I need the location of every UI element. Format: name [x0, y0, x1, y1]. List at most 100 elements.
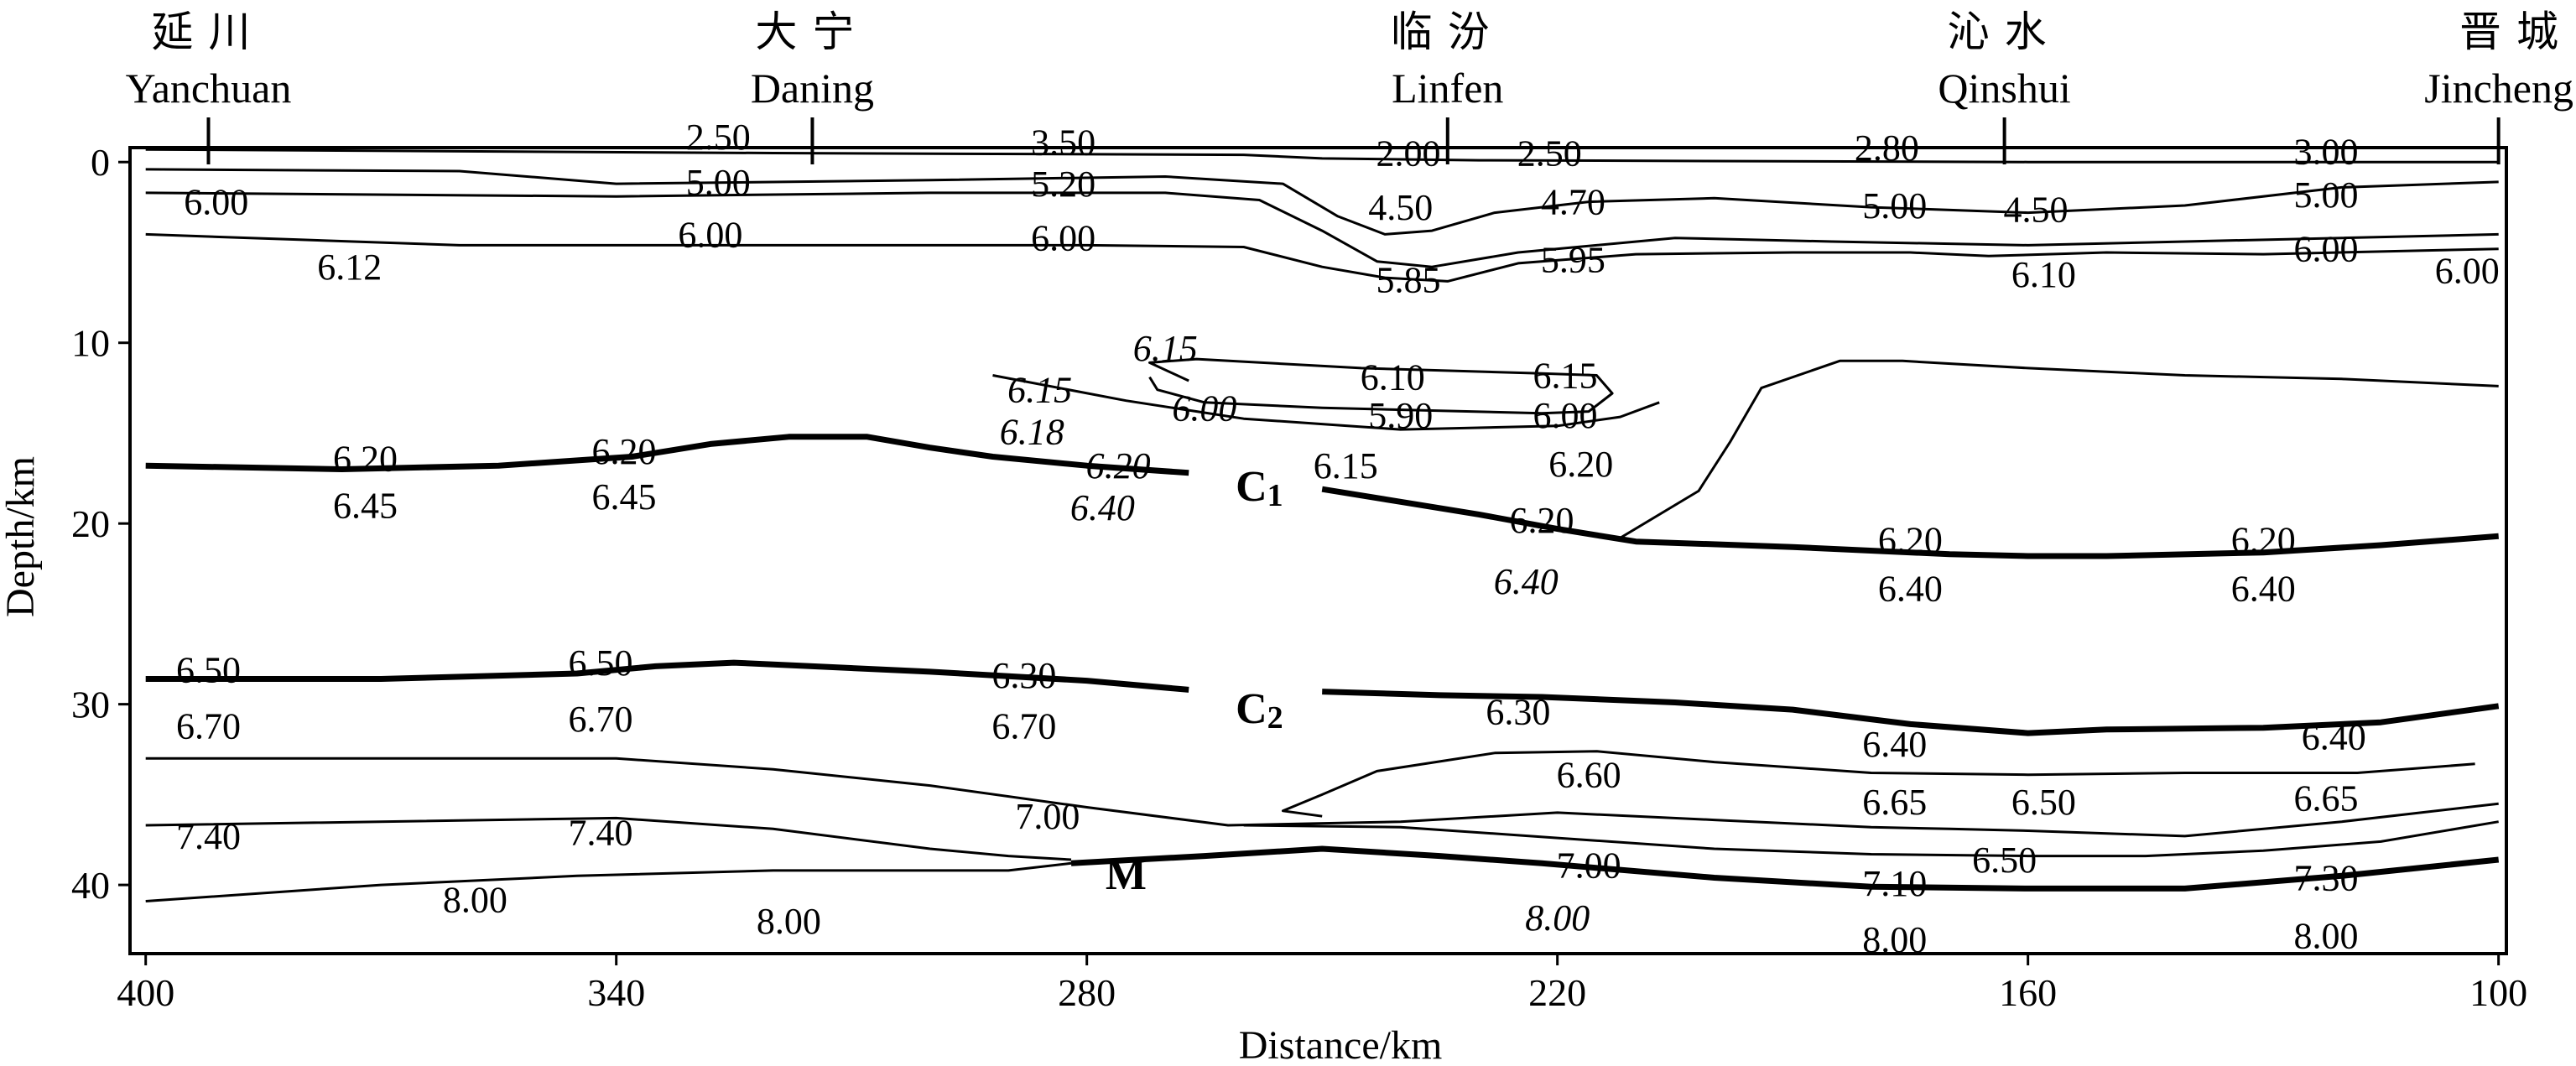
- velocity-label-64: 7.30: [2294, 858, 2359, 899]
- velocity-label-27: 6.00: [1172, 387, 1236, 429]
- contour-line-5: [1148, 357, 1614, 415]
- velocity-label-68: 8.00: [1862, 919, 1927, 960]
- velocity-label-15: 6.00: [678, 214, 742, 255]
- interface-label-c2: C2: [1236, 685, 1283, 736]
- y-tick-label-30: 30: [71, 684, 110, 726]
- velocity-label-61: 6.50: [1972, 840, 2037, 881]
- velocity-label-19: 5.95: [1541, 240, 1605, 281]
- velocity-label-29: 6.00: [1533, 395, 1598, 436]
- y-tick-label-40: 40: [71, 864, 110, 907]
- x-tick-label-160: 160: [1999, 971, 2057, 1014]
- y-tick-label-20: 20: [71, 502, 110, 545]
- velocity-label-33: 6.20: [333, 439, 398, 480]
- contour-line-11: [1322, 689, 2500, 736]
- velocity-label-24: 6.15: [1007, 370, 1072, 411]
- velocity-labels: 2.50 3.50 2.00 2.50 2.80 3.005.00 5.206.00 4.50…: [176, 117, 2500, 960]
- y-tick-label-10: 10: [71, 322, 110, 365]
- station-name-cn-jincheng: 晋城: [2459, 8, 2573, 55]
- velocity-label-5: 2.80: [1855, 127, 1919, 169]
- velocity-label-34: 6.20: [592, 431, 657, 472]
- velocity-label-17: 6.12: [317, 247, 382, 288]
- velocity-label-53: 6.40: [2302, 716, 2366, 757]
- velocity-label-54: 6.60: [1557, 755, 1621, 796]
- interface-label-m: M: [1106, 851, 1147, 899]
- velocity-label-59: 7.40: [176, 816, 241, 857]
- velocity-label-45: 6.50: [176, 650, 241, 691]
- velocity-label-46: 6.50: [569, 642, 633, 684]
- contour-line-17: [1243, 820, 2499, 858]
- station-name-cn-yanchuan: 延川: [151, 8, 265, 55]
- x-tick-label-100: 100: [2469, 971, 2527, 1014]
- velocity-label-50: 6.70: [991, 706, 1056, 747]
- velocity-label-35: 6.45: [333, 486, 398, 527]
- velocity-label-38: 6.40: [1070, 487, 1135, 528]
- velocity-label-47: 6.30: [991, 655, 1056, 696]
- velocity-label-6: 3.00: [2294, 131, 2359, 172]
- velocity-label-13: 4.50: [2004, 189, 2069, 230]
- velocity-label-39: 6.20: [1510, 500, 1574, 541]
- plot-frame: [128, 146, 2508, 955]
- contour-line-14: [145, 861, 1072, 902]
- contour-line-1: [145, 148, 2499, 164]
- velocity-label-41: 6.20: [1878, 520, 1943, 561]
- velocity-label-28: 5.90: [1368, 395, 1433, 436]
- velocity-label-44: 6.40: [2231, 569, 2296, 610]
- velocity-label-52: 6.40: [1862, 724, 1927, 765]
- interface-labels: C1 C2 M: [1106, 463, 1283, 899]
- velocity-label-69: 8.00: [2294, 916, 2359, 957]
- velocity-label-42: 6.40: [1878, 569, 1943, 610]
- velocity-label-3: 2.00: [1376, 133, 1441, 174]
- velocity-label-60: 7.40: [569, 813, 633, 854]
- velocity-label-65: 8.00: [443, 879, 507, 920]
- velocity-label-20: 6.10: [2011, 254, 2076, 295]
- x-axis-title: Distance/km: [1239, 1023, 1443, 1066]
- velocity-label-48: 6.70: [176, 706, 241, 747]
- velocity-label-37: 6.20: [1086, 445, 1151, 486]
- velocity-label-67: 8.00: [1525, 897, 1590, 939]
- contour-line-8: [145, 434, 1189, 476]
- velocity-label-2: 3.50: [1031, 122, 1095, 164]
- contour-line-10: [145, 659, 1189, 693]
- contour-line-3: [145, 191, 2499, 268]
- contour-line-13: [145, 816, 1072, 861]
- velocity-label-55: 6.65: [1862, 782, 1927, 823]
- station-name-en-daning: Daning: [751, 65, 874, 112]
- contour-line-6: [992, 374, 1660, 431]
- velocity-label-56: 6.50: [2011, 782, 2076, 823]
- station-name-cn-qinshui: 沁水: [1948, 8, 2062, 55]
- velocity-label-32: 6.20: [1548, 444, 1613, 485]
- station-name-en-jincheng: Jincheng: [2424, 65, 2573, 112]
- contour-line-2: [145, 168, 2499, 236]
- contour-line-15: [1070, 845, 2500, 892]
- velocity-label-10: 4.50: [1368, 187, 1433, 228]
- velocity-label-12: 5.00: [1862, 185, 1927, 226]
- contour-line-4: [145, 232, 2499, 283]
- velocity-label-49: 6.70: [569, 699, 633, 740]
- station-name-cn-linfen: 临汾: [1391, 8, 1505, 55]
- velocity-label-1: 2.50: [686, 117, 751, 158]
- station-markers: 延川 Yanchuan 大宁 Daning 临汾 Linfen 沁水 Qinshui 晋城 Jin…: [126, 8, 2573, 164]
- velocity-label-30: 6.18: [1000, 411, 1064, 452]
- y-axis-title: Depth/km: [0, 456, 43, 617]
- y-tick-label-0: 0: [91, 141, 110, 184]
- velocity-label-18: 5.85: [1376, 259, 1441, 300]
- velocity-label-21: 6.00: [2294, 229, 2359, 270]
- velocity-label-8: 5.20: [1031, 164, 1095, 205]
- velocity-label-43: 6.20: [2231, 520, 2296, 561]
- velocity-label-14: 5.00: [2294, 174, 2359, 216]
- station-name-en-linfen: Linfen: [1392, 65, 1503, 112]
- velocity-label-62: 7.00: [1557, 845, 1621, 886]
- velocity-label-23: 6.15: [1133, 328, 1198, 369]
- interface-label-c1: C1: [1236, 463, 1283, 513]
- velocity-label-51: 6.30: [1486, 691, 1550, 732]
- velocity-label-26: 6.15: [1533, 356, 1598, 397]
- contour-lines: [145, 148, 2500, 902]
- station-name-cn-daning: 大宁: [755, 8, 869, 55]
- velocity-label-58: 7.00: [1015, 796, 1080, 837]
- velocity-label-16: 6.00: [1031, 218, 1095, 259]
- x-tick-label-220: 220: [1528, 971, 1586, 1014]
- velocity-label-36: 6.45: [592, 476, 657, 517]
- station-name-en-yanchuan: Yanchuan: [126, 65, 292, 112]
- velocity-label-25: 6.10: [1361, 357, 1425, 398]
